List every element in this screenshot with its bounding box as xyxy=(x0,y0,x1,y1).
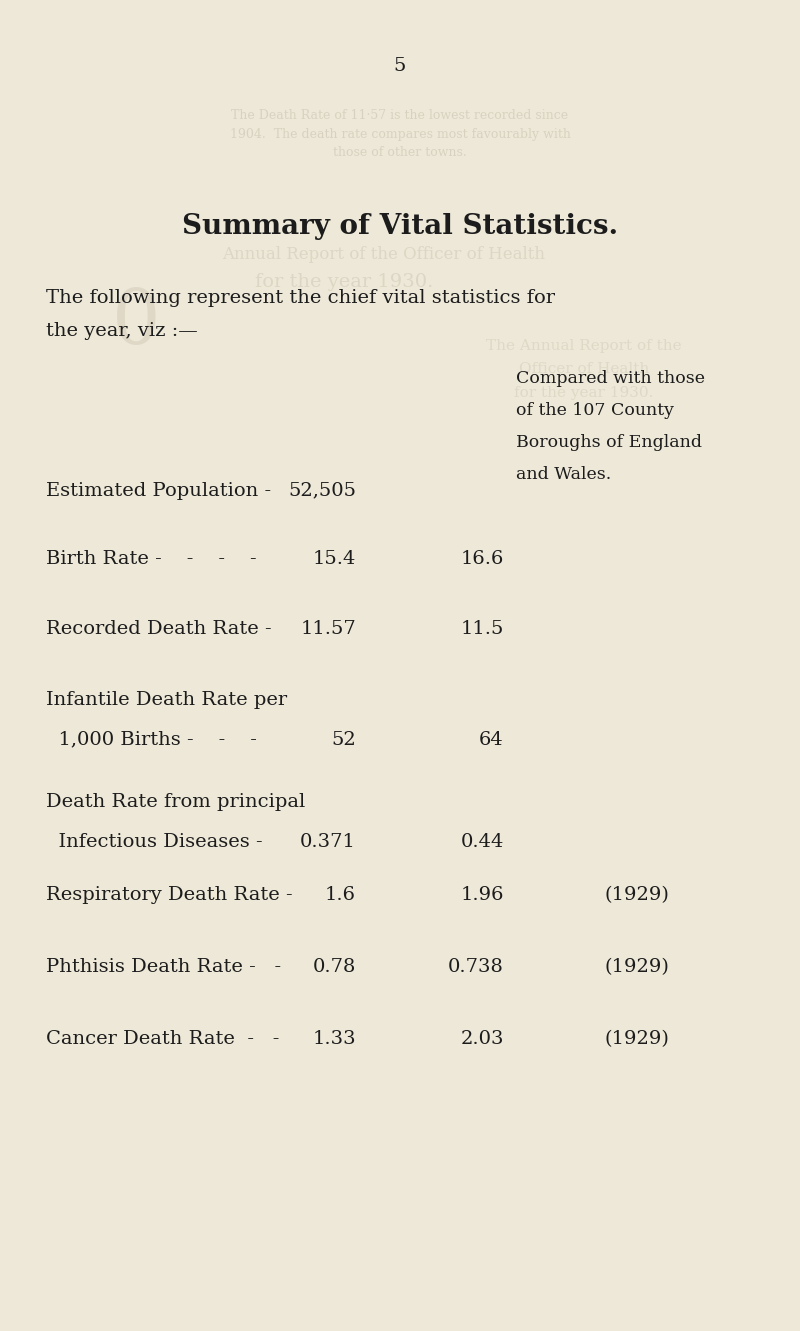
Text: 11.57: 11.57 xyxy=(300,620,356,639)
Text: 15.4: 15.4 xyxy=(313,550,356,568)
Text: 0.78: 0.78 xyxy=(313,958,356,977)
Text: Estimated Population -: Estimated Population - xyxy=(46,482,271,500)
Text: for the year 1930.: for the year 1930. xyxy=(514,386,654,401)
Text: for the year 1930.: for the year 1930. xyxy=(255,273,433,291)
Text: Infantile Death Rate per: Infantile Death Rate per xyxy=(46,691,287,709)
Text: 1.96: 1.96 xyxy=(461,886,504,905)
Text: Phthisis Death Rate -   -: Phthisis Death Rate - - xyxy=(46,958,282,977)
Text: 1904.  The death rate compares most favourably with: 1904. The death rate compares most favou… xyxy=(230,128,570,141)
Text: The Annual Report of the: The Annual Report of the xyxy=(486,339,682,354)
Text: 5: 5 xyxy=(394,57,406,76)
Text: (1929): (1929) xyxy=(604,958,669,977)
Text: 1.33: 1.33 xyxy=(312,1030,356,1049)
Text: the year, viz :—: the year, viz :— xyxy=(46,322,198,341)
Text: The Death Rate of 11·57 is the lowest recorded since: The Death Rate of 11·57 is the lowest re… xyxy=(231,109,569,122)
Text: Compared with those: Compared with those xyxy=(516,370,705,387)
Text: 1,000 Births -    -    -: 1,000 Births - - - xyxy=(46,731,258,749)
Text: 1.6: 1.6 xyxy=(325,886,356,905)
Text: Infectious Diseases -: Infectious Diseases - xyxy=(46,833,263,852)
Text: 0: 0 xyxy=(112,286,160,361)
Text: Cancer Death Rate  -   -: Cancer Death Rate - - xyxy=(46,1030,280,1049)
Text: Recorded Death Rate -: Recorded Death Rate - xyxy=(46,620,272,639)
Text: Annual Report of the Officer of Health: Annual Report of the Officer of Health xyxy=(222,246,546,264)
Text: 52,505: 52,505 xyxy=(288,482,356,500)
Text: 0.44: 0.44 xyxy=(461,833,504,852)
Text: Officer of Health: Officer of Health xyxy=(519,362,649,377)
Text: (1929): (1929) xyxy=(604,886,669,905)
Text: 11.5: 11.5 xyxy=(461,620,504,639)
Text: 52: 52 xyxy=(331,731,356,749)
Text: (1929): (1929) xyxy=(604,1030,669,1049)
Text: 0.371: 0.371 xyxy=(300,833,356,852)
Text: 64: 64 xyxy=(479,731,504,749)
Text: 2.03: 2.03 xyxy=(461,1030,504,1049)
Text: Respiratory Death Rate -: Respiratory Death Rate - xyxy=(46,886,293,905)
Text: The following represent the chief vital statistics for: The following represent the chief vital … xyxy=(46,289,555,307)
Text: 16.6: 16.6 xyxy=(461,550,504,568)
Text: those of other towns.: those of other towns. xyxy=(333,146,467,160)
Text: and Wales.: and Wales. xyxy=(516,466,611,483)
Text: Death Rate from principal: Death Rate from principal xyxy=(46,793,306,812)
Text: Birth Rate -    -    -    -: Birth Rate - - - - xyxy=(46,550,257,568)
Text: Boroughs of England: Boroughs of England xyxy=(516,434,702,451)
Text: 0.738: 0.738 xyxy=(448,958,504,977)
Text: of the 107 County: of the 107 County xyxy=(516,402,674,419)
Text: Summary of Vital Statistics.: Summary of Vital Statistics. xyxy=(182,213,618,240)
